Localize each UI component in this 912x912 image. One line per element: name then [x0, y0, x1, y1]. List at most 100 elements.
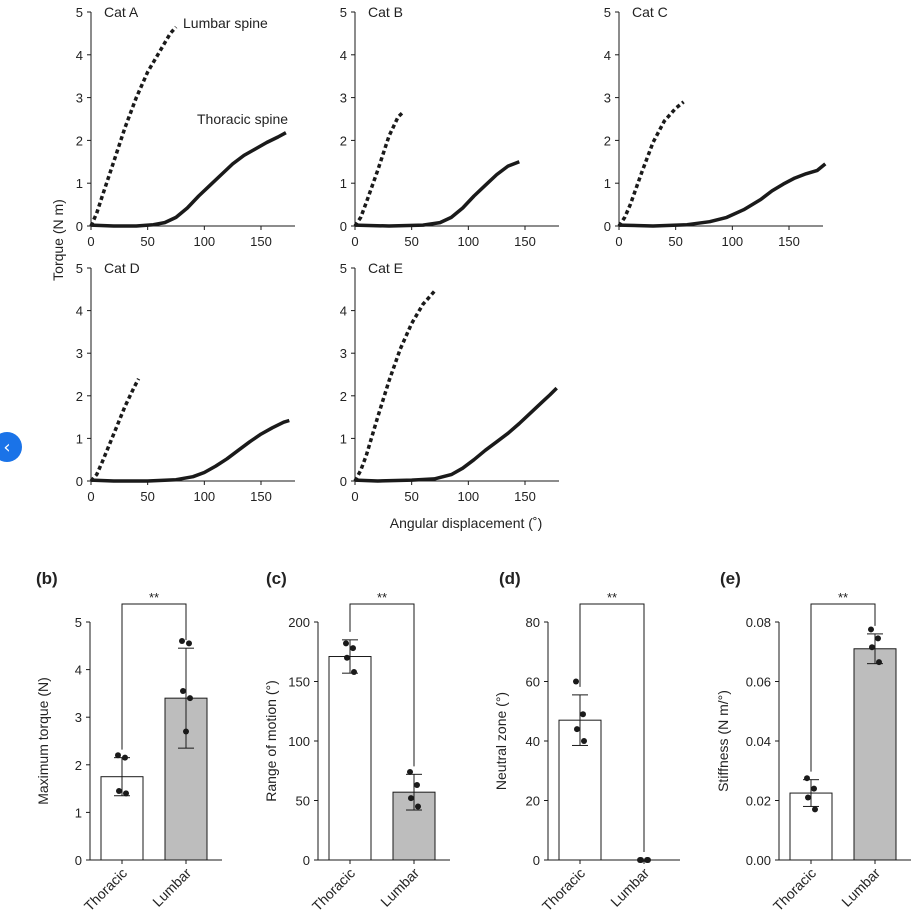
- significance-label: **: [149, 590, 159, 605]
- y-tick-label: 1: [75, 805, 82, 820]
- y-tick-label: 0: [340, 219, 347, 234]
- y-tick-label: 150: [288, 675, 310, 690]
- data-point: [183, 728, 189, 735]
- x-tick-label: 0: [351, 234, 358, 249]
- chevron-left-icon: ‹: [3, 436, 11, 458]
- data-point: [805, 794, 811, 801]
- y-tick-label: 0.08: [746, 615, 771, 630]
- significance-label: **: [838, 590, 848, 605]
- x-tick-label: 100: [457, 489, 479, 504]
- y-tick-label: 3: [340, 91, 347, 106]
- data-point: [180, 688, 186, 695]
- y-tick-label: 2: [340, 389, 347, 404]
- data-point: [344, 654, 350, 661]
- y-tick-label: 0.06: [746, 675, 771, 690]
- y-tick-label: 80: [526, 615, 540, 630]
- y-tick-label: 3: [604, 91, 611, 106]
- data-point: [811, 785, 817, 792]
- data-point: [187, 695, 193, 702]
- data-point: [573, 678, 579, 685]
- x-tick-label: Thoracic: [539, 865, 588, 912]
- x-tick-label: 150: [250, 489, 272, 504]
- panel-label: (e): [720, 569, 741, 588]
- y-tick-label: 60: [526, 675, 540, 690]
- data-point: [869, 644, 875, 651]
- y-tick-label: 4: [76, 48, 83, 63]
- y-axis-title: Range of motion (°): [263, 680, 279, 802]
- lumbar-series-label: Lumbar spine: [183, 15, 268, 31]
- y-tick-label: 0.02: [746, 794, 771, 809]
- x-tick-label: 100: [721, 234, 743, 249]
- lumbar-bar: [853, 648, 897, 861]
- data-point: [350, 645, 356, 652]
- x-tick-label: Lumbar: [377, 865, 422, 910]
- x-axis-title: Angular displacement (˚): [390, 515, 543, 531]
- data-point: [804, 775, 810, 782]
- x-tick-label: 100: [193, 234, 215, 249]
- y-tick-label: 0: [76, 474, 83, 489]
- y-axis-title: Torque (N m): [50, 199, 66, 281]
- y-tick-label: 40: [526, 734, 540, 749]
- x-tick-label: 0: [615, 234, 622, 249]
- y-tick-label: 5: [75, 615, 82, 630]
- y-tick-label: 3: [340, 346, 347, 361]
- y-tick-label: 0.04: [746, 734, 771, 749]
- thoracic-series-line: [90, 418, 290, 483]
- data-point: [638, 857, 644, 863]
- data-point: [408, 795, 414, 802]
- y-tick-label: 4: [75, 663, 82, 678]
- x-tick-label: 0: [351, 489, 358, 504]
- panel-label: (c): [266, 569, 287, 588]
- x-tick-label: 50: [140, 234, 154, 249]
- x-tick-label: 50: [404, 489, 418, 504]
- prev-image-button[interactable]: ‹: [0, 432, 22, 462]
- data-point: [123, 790, 129, 797]
- lumbar-series-line: [617, 100, 685, 227]
- y-tick-label: 4: [340, 48, 347, 63]
- x-tick-label: Lumbar: [838, 865, 883, 910]
- y-tick-label: 0: [533, 853, 540, 868]
- y-tick-label: 5: [340, 5, 347, 20]
- y-tick-label: 1: [604, 176, 611, 191]
- data-point: [343, 640, 349, 647]
- data-point: [581, 738, 587, 744]
- y-tick-label: 5: [604, 5, 611, 20]
- x-tick-label: Lumbar: [149, 865, 194, 910]
- thoracic-series-line: [354, 160, 520, 228]
- x-tick-label: Thoracic: [770, 865, 819, 912]
- significance-bracket: [349, 603, 415, 767]
- data-point: [812, 806, 818, 813]
- lumbar-series-line: [89, 377, 141, 483]
- panel-title: Cat E: [368, 260, 403, 276]
- data-point: [116, 787, 122, 794]
- y-axis-title: Neutral zone (°): [493, 692, 509, 790]
- y-tick-label: 1: [76, 431, 83, 446]
- significance-label: **: [377, 590, 387, 605]
- x-tick-label: Thoracic: [81, 865, 130, 912]
- panel-title: Cat D: [104, 260, 140, 276]
- y-tick-label: 0: [75, 853, 82, 868]
- thoracic-series-label: Thoracic spine: [197, 111, 288, 127]
- panel-title: Cat B: [368, 4, 403, 20]
- y-tick-label: 0: [604, 219, 611, 234]
- y-tick-label: 1: [340, 176, 347, 191]
- data-point: [414, 782, 420, 789]
- x-tick-label: 50: [404, 234, 418, 249]
- panel-label: (d): [499, 569, 521, 588]
- data-point: [580, 711, 586, 718]
- x-tick-label: 150: [514, 234, 536, 249]
- x-tick-label: 150: [250, 234, 272, 249]
- data-point: [115, 752, 121, 759]
- y-tick-label: 20: [526, 794, 540, 809]
- data-point: [876, 659, 882, 666]
- data-point: [407, 768, 413, 775]
- panel-title: Cat A: [104, 4, 139, 20]
- data-point: [179, 638, 185, 645]
- data-point: [122, 754, 128, 761]
- lumbar-series-line: [353, 290, 436, 482]
- panel-title: Cat C: [632, 4, 668, 20]
- y-tick-label: 100: [288, 734, 310, 749]
- x-tick-label: 150: [778, 234, 800, 249]
- y-tick-label: 0: [76, 219, 83, 234]
